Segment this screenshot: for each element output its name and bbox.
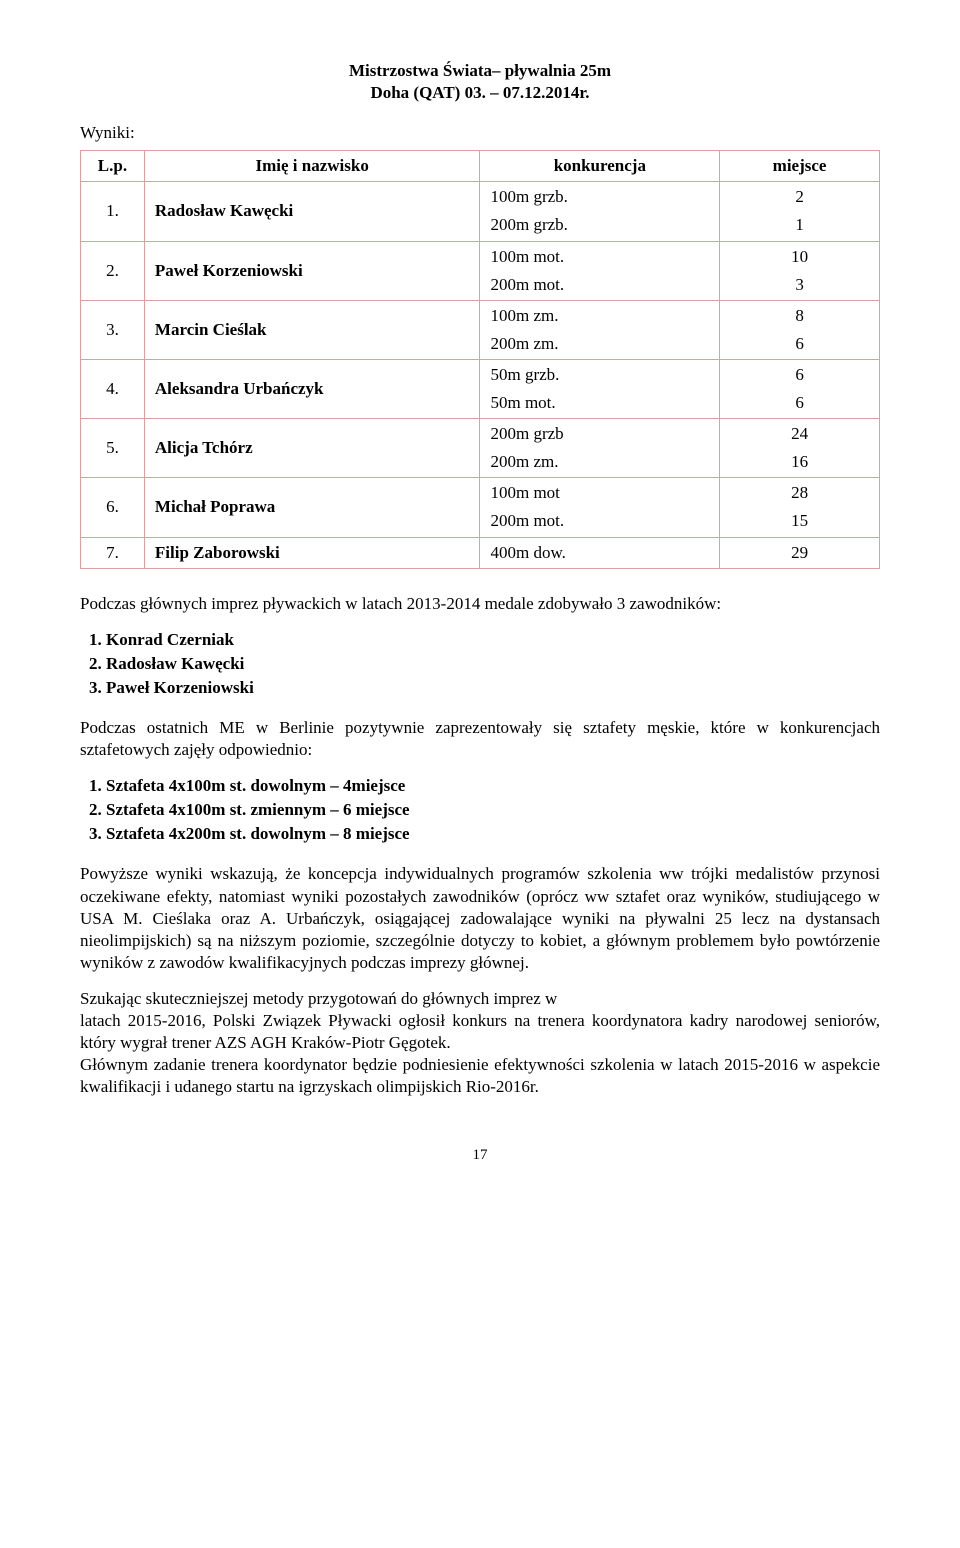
event-line: 100m mot.	[490, 246, 709, 268]
cell-place: 66	[720, 359, 880, 418]
table-row: 1.Radosław Kawęcki100m grzb.200m grzb.21	[81, 182, 880, 241]
cell-lp: 4.	[81, 359, 145, 418]
place-line: 16	[730, 451, 869, 473]
event-line: 200m zm.	[490, 451, 709, 473]
place-line: 6	[730, 392, 869, 414]
cell-place: 103	[720, 241, 880, 300]
place-line: 10	[730, 246, 869, 268]
event-line: 100m grzb.	[490, 186, 709, 208]
list-item: Sztafeta 4x200m st. dowolnym – 8 miejsce	[106, 823, 880, 845]
place-line: 3	[730, 274, 869, 296]
cell-event: 100m zm. 200m zm.	[480, 300, 720, 359]
event-line: 200m mot.	[490, 274, 709, 296]
cell-event: 100m mot 200m mot.	[480, 478, 720, 537]
list-item: Paweł Korzeniowski	[106, 677, 880, 699]
event-line: 200m zm.	[490, 333, 709, 355]
page-number: 17	[80, 1146, 880, 1166]
cell-place: 2815	[720, 478, 880, 537]
event-line: 200m mot.	[490, 510, 709, 532]
paragraph-1: Powyższe wyniki wskazują, że koncepcja i…	[80, 863, 880, 973]
paragraph-2c: Głównym zadanie trenera koordynator będz…	[80, 1055, 880, 1096]
paragraph-2b: latach 2015-2016, Polski Związek Pływack…	[80, 1011, 880, 1052]
cell-name: Aleksandra Urbańczyk	[144, 359, 480, 418]
header-name: Imię i nazwisko	[144, 151, 480, 182]
table-row: 5.Alicja Tchórz200m grzb200m zm.2416	[81, 419, 880, 478]
event-line: 50m grzb.	[490, 364, 709, 386]
table-row: 2.Paweł Korzeniowski100m mot.200m mot.10…	[81, 241, 880, 300]
cell-lp: 2.	[81, 241, 145, 300]
cell-place: 21	[720, 182, 880, 241]
list-item: Konrad Czerniak	[106, 629, 880, 651]
header-event: konkurencja	[480, 151, 720, 182]
list-item: Sztafeta 4x100m st. dowolnym – 4miejsce	[106, 775, 880, 797]
table-row: 6.Michał Poprawa100m mot200m mot.2815	[81, 478, 880, 537]
cell-name: Paweł Korzeniowski	[144, 241, 480, 300]
event-line: 400m dow.	[490, 542, 709, 564]
cell-place: 29	[720, 537, 880, 568]
results-table: L.p. Imię i nazwisko konkurencja miejsce…	[80, 150, 880, 568]
list-item: Radosław Kawęcki	[106, 653, 880, 675]
cell-event: 200m grzb 200m zm.	[480, 419, 720, 478]
intro-1: Podczas głównych imprez pływackich w lat…	[80, 593, 880, 615]
cell-lp: 1.	[81, 182, 145, 241]
header-place: miejsce	[720, 151, 880, 182]
cell-event: 100m grzb. 200m grzb.	[480, 182, 720, 241]
event-line: 100m mot	[490, 482, 709, 504]
event-line: 100m zm.	[490, 305, 709, 327]
cell-lp: 5.	[81, 419, 145, 478]
title-block: Mistrzostwa Świata– pływalnia 25m Doha (…	[80, 60, 880, 104]
cell-lp: 6.	[81, 478, 145, 537]
place-line: 15	[730, 510, 869, 532]
place-line: 2	[730, 186, 869, 208]
place-line: 28	[730, 482, 869, 504]
cell-event: 100m mot. 200m mot.	[480, 241, 720, 300]
cell-name: Radosław Kawęcki	[144, 182, 480, 241]
place-line: 1	[730, 214, 869, 236]
relays-list: Sztafeta 4x100m st. dowolnym – 4miejsceS…	[106, 775, 880, 845]
paragraph-2: Szukając skuteczniejszej metody przygoto…	[80, 988, 880, 1098]
cell-name: Marcin Cieślak	[144, 300, 480, 359]
place-line: 6	[730, 333, 869, 355]
cell-place: 86	[720, 300, 880, 359]
cell-event: 50m grzb. 50m mot.	[480, 359, 720, 418]
table-row: 7.Filip Zaborowski 400m dow. 29	[81, 537, 880, 568]
results-label: Wyniki:	[80, 122, 880, 144]
place-line: 6	[730, 364, 869, 386]
intro-2: Podczas ostatnich ME w Berlinie pozytywn…	[80, 717, 880, 761]
cell-name: Alicja Tchórz	[144, 419, 480, 478]
place-line: 29	[730, 542, 869, 564]
event-line: 200m grzb.	[490, 214, 709, 236]
cell-event: 400m dow.	[480, 537, 720, 568]
list-item: Sztafeta 4x100m st. zmiennym – 6 miejsce	[106, 799, 880, 821]
table-row: 3.Marcin Cieślak100m zm.200m zm.86	[81, 300, 880, 359]
cell-name: Michał Poprawa	[144, 478, 480, 537]
event-line: 200m grzb	[490, 423, 709, 445]
cell-lp: 3.	[81, 300, 145, 359]
paragraph-2a: Szukając skuteczniejszej metody przygoto…	[80, 989, 557, 1008]
medalists-list: Konrad CzerniakRadosław KawęckiPaweł Kor…	[106, 629, 880, 699]
event-line: 50m mot.	[490, 392, 709, 414]
header-lp: L.p.	[81, 151, 145, 182]
table-row: 4.Aleksandra Urbańczyk 50m grzb. 50m mot. 6…	[81, 359, 880, 418]
title-line1: Mistrzostwa Świata– pływalnia 25m	[80, 60, 880, 82]
place-line: 8	[730, 305, 869, 327]
cell-lp: 7.	[81, 537, 145, 568]
title-line2: Doha (QAT) 03. – 07.12.2014r.	[80, 82, 880, 104]
cell-place: 2416	[720, 419, 880, 478]
cell-name: Filip Zaborowski	[144, 537, 480, 568]
header-row: L.p. Imię i nazwisko konkurencja miejsce	[81, 151, 880, 182]
place-line: 24	[730, 423, 869, 445]
